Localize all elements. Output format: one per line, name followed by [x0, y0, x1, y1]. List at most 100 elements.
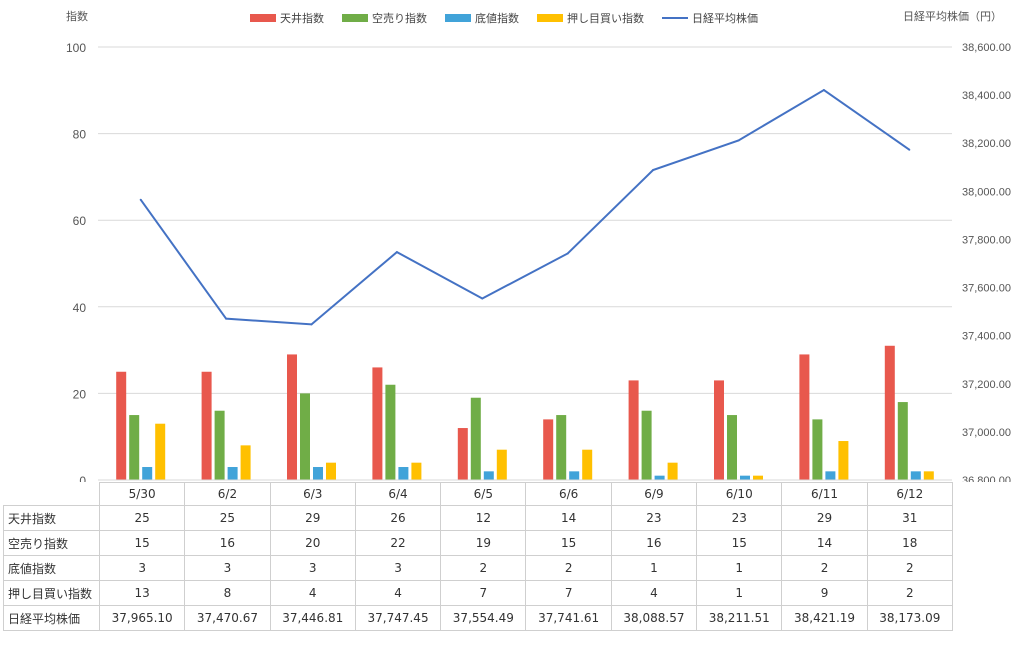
data-label: 7 [525, 580, 612, 606]
bar [753, 475, 763, 480]
line-point [652, 169, 655, 172]
data-label: 22 [354, 530, 442, 556]
legend-label: 日経平均株価 [692, 12, 758, 25]
data-label: 37,554.49 [440, 605, 527, 631]
data-label: 8 [184, 580, 271, 606]
x-tick-label: 6/6 [525, 482, 612, 506]
combo-chart: 0 20 40 60 80 100 36,800.00 37,000.00 37,200.00 3… [66, 41, 1011, 482]
y2-tick-label: 36,800.00 [962, 475, 1011, 482]
data-label: 2 [440, 555, 527, 581]
data-label: 38,173.09 [866, 605, 953, 631]
data-label: 15 [525, 530, 612, 556]
y-tick-label: 100 [66, 41, 86, 55]
data-label: 7 [440, 580, 527, 606]
data-label: 31 [866, 505, 953, 531]
legend-label: 空売り指数 [372, 12, 427, 25]
legend-label: 天井指数 [280, 12, 324, 25]
legend-swatch [662, 17, 688, 19]
table-row: 底値指数 3 3 3 3 2 2 1 1 2 2 [3, 555, 953, 581]
legend-label: 底値指数 [475, 12, 519, 25]
bar [470, 397, 481, 480]
bar [142, 467, 153, 480]
data-label: 2 [866, 555, 953, 581]
line-point [395, 251, 398, 254]
line-point [908, 148, 911, 151]
bar [496, 449, 507, 480]
bar [385, 384, 396, 480]
y2-tick-label: 38,400.00 [962, 90, 1011, 102]
y2-tick-label: 38,600.00 [962, 42, 1011, 54]
x-tick-label: 6/10 [696, 482, 783, 506]
data-label: 26 [354, 505, 442, 531]
bar [654, 475, 665, 480]
x-tick-label: 5/30 [98, 482, 186, 506]
data-label: 3 [184, 555, 271, 581]
line-point [225, 317, 228, 320]
legend-swatch [537, 14, 563, 22]
bar [129, 415, 140, 480]
bar [227, 467, 238, 480]
legend-item: 日経平均株価 [662, 10, 758, 26]
bar [825, 471, 836, 480]
bar [240, 445, 251, 480]
data-label: 23 [696, 505, 783, 531]
data-label: 25 [184, 505, 271, 531]
data-label: 9 [781, 580, 868, 606]
row-label: 底値指数 [3, 555, 100, 581]
bar [155, 423, 166, 480]
data-label: 2 [866, 580, 953, 606]
line-series-nikkei [139, 88, 910, 326]
data-label: 12 [440, 505, 527, 531]
x-tick-label: 6/2 [184, 482, 271, 506]
x-tick-label: 6/11 [781, 482, 868, 506]
bar [556, 415, 567, 480]
data-label: 14 [781, 530, 868, 556]
bar [483, 471, 494, 480]
bar [582, 449, 593, 480]
data-table: 5/30 6/2 6/3 6/4 6/5 6/6 6/9 6/10 6/11 6/12 天井指数 25… [3, 482, 953, 631]
data-label: 3 [354, 555, 442, 581]
data-label: 3 [269, 555, 356, 581]
y2-tick-label: 37,400.00 [962, 331, 1011, 343]
bar [398, 467, 409, 480]
data-label: 18 [866, 530, 953, 556]
bar [727, 415, 737, 480]
y2-tick-label: 37,800.00 [962, 234, 1011, 246]
data-label: 37,747.45 [354, 605, 442, 631]
line-point [566, 252, 569, 255]
line-point [737, 139, 740, 142]
data-label: 1 [696, 555, 783, 581]
legend-label: 押し目買い指数 [567, 12, 644, 25]
row-label: 押し目買い指数 [3, 580, 100, 606]
bar [923, 471, 934, 480]
data-label: 14 [525, 505, 612, 531]
bar [838, 441, 849, 480]
data-label: 1 [696, 580, 783, 606]
data-label: 15 [696, 530, 783, 556]
y2-tick-label: 37,000.00 [962, 427, 1011, 439]
y-tick-label: 20 [73, 387, 87, 401]
y-tick-label: 80 [73, 128, 87, 142]
row-label: 日経平均株価 [3, 605, 100, 631]
x-tick-label: 6/9 [610, 482, 698, 506]
left-axis-title: 指数 [66, 10, 88, 23]
x-tick-label: 6/12 [866, 482, 953, 506]
data-label: 16 [184, 530, 271, 556]
data-label: 1 [610, 555, 698, 581]
y-tick-label: 60 [73, 214, 87, 228]
bar [799, 354, 810, 480]
data-label: 3 [98, 555, 186, 581]
bar [326, 462, 336, 480]
bar [411, 462, 422, 480]
line-point [139, 198, 142, 201]
data-label: 13 [98, 580, 186, 606]
data-label: 4 [610, 580, 698, 606]
data-label: 37,470.67 [184, 605, 271, 631]
bar [740, 475, 750, 480]
data-label: 4 [269, 580, 356, 606]
legend-swatch [250, 14, 276, 22]
bar [201, 371, 212, 480]
bar [457, 428, 468, 480]
data-label: 4 [354, 580, 442, 606]
y2-tick-label: 37,200.00 [962, 379, 1011, 391]
